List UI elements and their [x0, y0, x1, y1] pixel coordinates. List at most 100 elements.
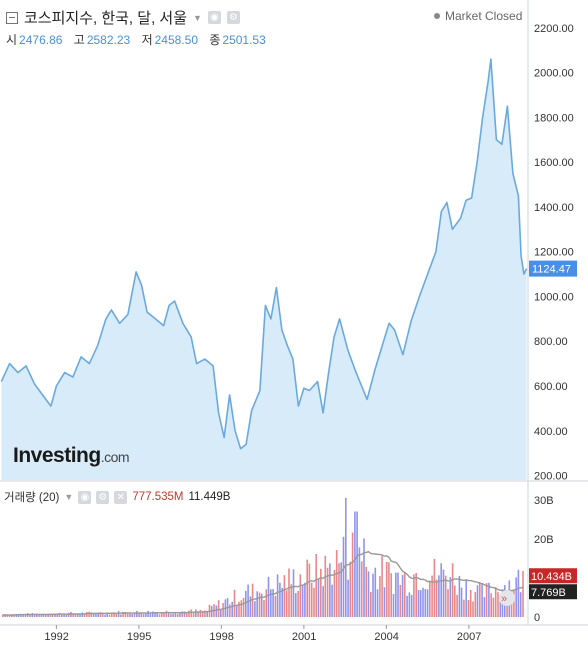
volume-bar — [167, 612, 170, 617]
volume-bar — [442, 569, 445, 617]
close-icon[interactable]: ✕ — [114, 490, 128, 504]
volume-bar — [20, 613, 22, 617]
volume-bar — [206, 611, 208, 617]
volume-ma-value: 11.449B — [188, 491, 231, 503]
logo-brand: Investing — [13, 444, 101, 467]
volume-bar — [272, 589, 274, 617]
volume-bar — [86, 612, 88, 617]
volume-bar — [485, 583, 488, 617]
volume-bar — [395, 572, 397, 617]
volume-bar — [270, 589, 272, 617]
volume-bar — [42, 613, 45, 617]
volume-bar — [429, 581, 431, 617]
open-value: 2476.86 — [19, 33, 63, 47]
volume-bar — [456, 594, 458, 617]
market-status: Market Closed — [434, 9, 522, 23]
volume-bar — [295, 593, 297, 617]
gear-icon[interactable]: ⚙ — [96, 490, 110, 504]
volume-bar — [263, 600, 265, 617]
volume-bar — [222, 603, 224, 617]
price-tick-label: 2200.00 — [534, 23, 574, 35]
volume-bar — [333, 569, 336, 617]
volume-bar — [354, 511, 356, 617]
volume-bar — [129, 613, 131, 617]
volume-bar — [465, 580, 467, 617]
time-tick-label: 2007 — [457, 631, 481, 643]
volume-bar — [67, 612, 70, 617]
volume-bar — [522, 570, 524, 617]
volume-bar — [306, 559, 308, 617]
volume-bar — [97, 614, 99, 617]
volume-bar — [142, 614, 145, 617]
price-line — [0, 58, 528, 450]
time-tick-label: 2001 — [292, 631, 316, 643]
volume-bar — [372, 573, 374, 617]
volume-bar — [313, 587, 315, 617]
volume-bar — [220, 609, 222, 617]
volume-bar — [447, 589, 449, 617]
volume-bar — [469, 590, 472, 617]
volume-tick-label: 0 — [534, 612, 540, 624]
volume-bar — [33, 614, 36, 617]
volume-bar — [335, 550, 338, 617]
time-tick-label: 1992 — [44, 631, 68, 643]
volume-bar — [345, 497, 347, 617]
price-tick-label: 600.00 — [534, 381, 568, 393]
low-label: 저 — [141, 33, 153, 47]
volume-bar — [460, 587, 463, 617]
volume-bar — [38, 614, 40, 617]
chevron-down-icon[interactable]: ▼ — [193, 12, 202, 23]
volume-bar — [63, 613, 65, 617]
volume-bar — [49, 615, 52, 617]
volume-bar — [322, 586, 324, 617]
volume-ma-line — [2, 550, 524, 616]
volume-bar — [479, 582, 481, 617]
volume-bar — [408, 592, 411, 617]
volume-bar — [288, 568, 290, 617]
volume-bar — [265, 589, 268, 617]
price-tick-label: 1800.00 — [534, 112, 574, 124]
volume-bar — [120, 614, 122, 617]
volume-bar — [317, 578, 320, 617]
volume-bar — [340, 562, 342, 617]
volume-ma-label-bg — [529, 584, 577, 600]
volume-bar — [233, 589, 236, 617]
volume-bar — [149, 613, 152, 617]
volume-bar — [488, 582, 490, 617]
volume-ma-last-label: 7.769B — [531, 587, 566, 599]
volume-bar — [292, 569, 295, 617]
chevron-down-icon[interactable]: ▼ — [64, 492, 74, 502]
volume-bar — [390, 573, 392, 617]
volume-bar — [419, 590, 422, 617]
volume-bar — [365, 566, 367, 617]
eye-icon[interactable]: ◉ — [207, 11, 221, 24]
volume-bar — [388, 562, 390, 617]
collapse-icon[interactable] — [6, 11, 18, 24]
volume-bar — [51, 614, 54, 617]
volume-bar — [92, 612, 95, 617]
double-chevron-right-icon: » — [501, 593, 507, 605]
volume-bar — [29, 615, 31, 617]
volume-value: 777.535M — [132, 491, 184, 503]
volume-bar — [476, 585, 479, 617]
volume-bar — [329, 563, 331, 617]
gear-icon[interactable]: ⚙ — [226, 11, 240, 24]
volume-bar — [304, 582, 306, 617]
volume-bar — [72, 613, 74, 617]
volume-bar — [181, 611, 183, 617]
volume-bar — [410, 594, 413, 617]
volume-bar — [519, 592, 522, 617]
eye-icon[interactable]: ◉ — [78, 490, 92, 504]
volume-bar — [370, 592, 372, 617]
logo-suffix: .com — [100, 449, 130, 465]
volume-bar — [517, 569, 520, 617]
volume-bar — [351, 532, 354, 617]
volume-bar — [451, 563, 454, 617]
volume-bar — [422, 587, 424, 617]
volume-bar — [133, 612, 136, 617]
volume-bar — [17, 614, 20, 617]
volume-bar — [192, 611, 195, 617]
volume-bar — [367, 571, 370, 617]
volume-bar — [290, 584, 293, 617]
volume-last-label: 10.434B — [531, 571, 572, 583]
